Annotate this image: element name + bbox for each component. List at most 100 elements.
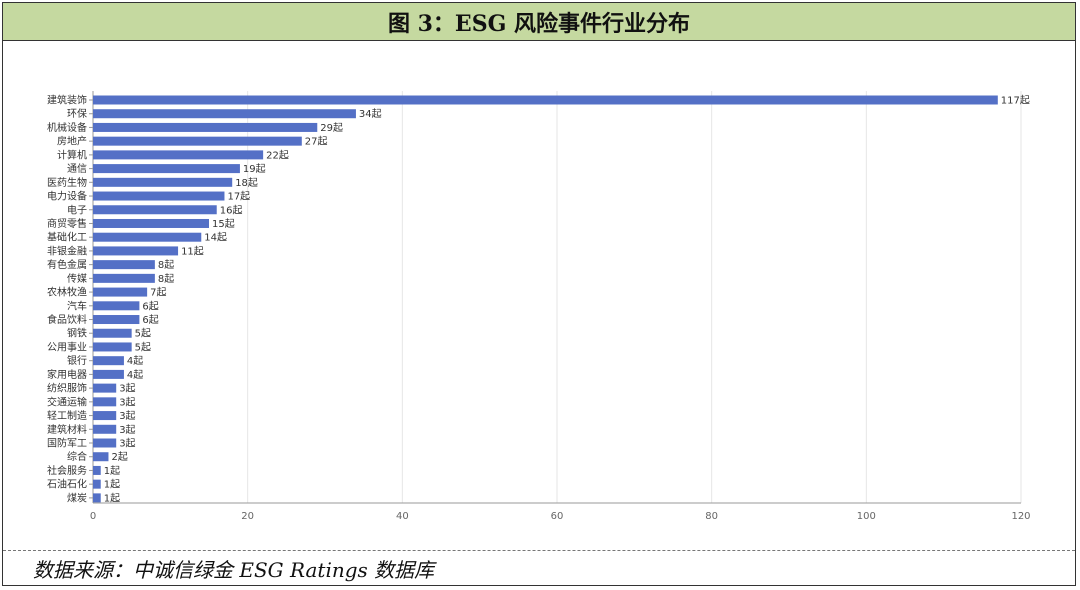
category-label: 食品饮料 — [47, 313, 87, 326]
bar — [93, 232, 202, 242]
bar — [93, 205, 217, 215]
category-label: 国防军工 — [47, 437, 87, 450]
bar — [93, 411, 117, 421]
category-label: 农林牧渔 — [47, 286, 87, 299]
category-label: 基础化工 — [47, 231, 87, 244]
bar — [93, 356, 124, 366]
value-label: 16起 — [220, 204, 243, 216]
bar — [93, 315, 140, 325]
category-label: 商贸零售 — [47, 217, 87, 230]
bar — [93, 177, 233, 187]
value-label: 3起 — [119, 396, 135, 408]
value-label: 4起 — [127, 369, 143, 381]
category-label: 电子 — [67, 203, 87, 216]
category-label: 环保 — [67, 107, 87, 120]
category-label: 轻工制造 — [47, 409, 87, 422]
value-label: 7起 — [150, 287, 166, 299]
value-label: 34起 — [359, 108, 382, 120]
bar — [93, 260, 155, 270]
value-label: 6起 — [142, 314, 158, 326]
bar — [93, 342, 132, 352]
bar — [93, 465, 101, 475]
figure-title-bar: 图 3：ESG 风险事件行业分布 — [3, 3, 1075, 41]
category-label: 家用电器 — [47, 368, 87, 381]
bar — [93, 136, 302, 146]
bar — [93, 301, 140, 311]
value-label: 22起 — [266, 149, 289, 161]
source-note: 数据来源：中诚信绿金 ESG Ratings 数据库 — [33, 558, 435, 582]
category-label: 公用事业 — [47, 340, 87, 353]
bar — [93, 218, 209, 228]
category-label: 社会服务 — [47, 464, 87, 477]
value-label: 17起 — [227, 191, 250, 203]
category-label: 石油石化 — [47, 478, 87, 491]
value-label: 5起 — [135, 341, 151, 353]
bar — [93, 397, 117, 407]
x-tick-label: 60 — [551, 511, 564, 522]
category-label: 传媒 — [67, 273, 87, 285]
figure-title: 图 3：ESG 风险事件行业分布 — [387, 10, 691, 37]
value-label: 5起 — [135, 328, 151, 340]
bar — [93, 122, 318, 132]
category-label: 银行 — [67, 354, 87, 367]
value-label: 3起 — [119, 410, 135, 422]
value-label: 11起 — [181, 245, 204, 257]
bar — [93, 479, 101, 489]
category-label: 非银金融 — [47, 244, 87, 257]
category-label: 煤炭 — [67, 491, 87, 504]
x-tick-label: 120 — [1011, 511, 1030, 522]
value-label: 117起 — [1001, 95, 1030, 107]
value-label: 19起 — [243, 163, 266, 175]
x-tick-label: 80 — [705, 511, 718, 522]
x-tick-label: 20 — [241, 511, 254, 522]
bar — [93, 191, 225, 201]
value-label: 27起 — [305, 136, 328, 148]
bar — [93, 150, 264, 160]
category-label: 钢铁 — [67, 327, 87, 340]
category-label: 有色金属 — [47, 258, 87, 271]
value-label: 3起 — [119, 383, 135, 395]
bar — [93, 287, 148, 297]
category-label: 交通运输 — [47, 395, 87, 408]
source-bar: 数据来源：中诚信绿金 ESG Ratings 数据库 — [3, 550, 1075, 586]
value-label: 3起 — [119, 424, 135, 436]
bar — [93, 328, 132, 338]
value-label: 15起 — [212, 218, 235, 230]
category-label: 计算机 — [57, 148, 87, 161]
category-label: 电力设备 — [47, 190, 87, 203]
bar — [93, 246, 179, 256]
value-label: 6起 — [142, 300, 158, 312]
bar — [93, 273, 155, 283]
value-label: 18起 — [235, 177, 258, 189]
value-label: 3起 — [119, 438, 135, 450]
bar — [93, 383, 117, 393]
bar — [93, 164, 240, 174]
value-label: 29起 — [320, 122, 343, 134]
category-label: 纺织服饰 — [47, 382, 87, 395]
value-label: 1起 — [104, 465, 120, 477]
value-label: 14起 — [204, 232, 227, 244]
category-label: 汽车 — [67, 299, 87, 312]
category-label: 建筑材料 — [47, 423, 87, 436]
category-label: 综合 — [67, 450, 87, 463]
bar — [93, 493, 101, 503]
bar — [93, 438, 117, 448]
chart-area: 0 20 40 60 80 100 120 建筑装饰 117起 环保 34起 机械设备 29起 房地产 27… — [3, 41, 1075, 551]
category-label: 房地产 — [57, 135, 87, 148]
bar — [93, 369, 124, 379]
value-label: 4起 — [127, 355, 143, 367]
category-label: 医药生物 — [47, 176, 87, 189]
value-label: 1起 — [104, 479, 120, 491]
category-label: 建筑装饰 — [47, 94, 87, 107]
bar — [93, 95, 998, 105]
bar — [93, 424, 117, 434]
bar — [93, 452, 109, 462]
bar — [93, 109, 356, 119]
x-tick-label: 0 — [90, 511, 96, 522]
x-tick-label: 100 — [857, 511, 876, 522]
value-label: 2起 — [111, 451, 127, 463]
category-label: 通信 — [67, 163, 87, 175]
value-label: 1起 — [104, 492, 120, 504]
